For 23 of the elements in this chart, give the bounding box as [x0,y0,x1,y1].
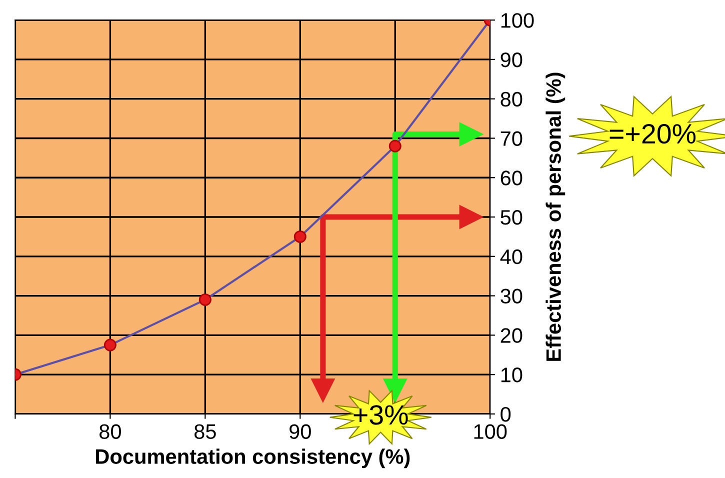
y-tick-label: 0 [500,406,511,422]
y-tick-label: 90 [500,52,522,68]
x-tick-label: 80 [100,424,121,439]
y-axis-title: Effectiveness of personal (%) [546,72,566,361]
y-tick-label: 40 [500,249,522,264]
y-tick-label: 30 [500,288,522,304]
text: =+20% [610,124,696,144]
annotation: +3% [354,405,408,425]
y-tick-label: 70 [500,131,522,146]
point [311,378,335,402]
point [459,205,483,229]
x-tick-label: 85 [194,424,216,439]
y-tick-label: 50 [500,210,522,225]
y-tick-label: 20 [500,328,522,343]
y-tick-label: 10 [501,368,522,382]
point [459,122,483,146]
x-tick-label: 100 [474,424,507,439]
x-axis-title: Documentation consistency (%) [96,448,410,468]
x-tick-label: 90 [290,424,311,439]
y-tick-label: 80 [500,92,522,107]
point [383,378,407,402]
y-tick-label: 100 [501,13,534,28]
y-tick-label: 60 [500,170,522,186]
